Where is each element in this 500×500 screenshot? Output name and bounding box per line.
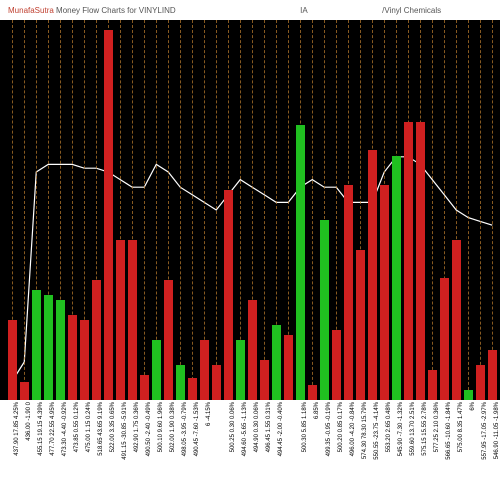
title-code: IA [300, 6, 308, 15]
x-label: 499.35 -0.95 -0.19% [326, 402, 332, 456]
x-label: 500.25 0.30 0.06% [230, 402, 236, 452]
bar [32, 290, 41, 400]
bar [68, 315, 77, 400]
x-axis-labels: 437.90 17.85 4.25% 436.00 -1.90 0 455.15 1… [0, 400, 500, 500]
x-label: 500.20 0.85 0.17% [338, 402, 344, 452]
bar [308, 385, 317, 400]
bar [224, 190, 233, 400]
x-label: 574.30 78.30 15.79% [362, 402, 368, 459]
bar [8, 320, 17, 400]
bar [452, 240, 461, 400]
grid-line [264, 20, 265, 400]
bar [212, 365, 221, 400]
bar [476, 365, 485, 400]
bar [92, 280, 101, 400]
x-label: 494.90 0.30 0.06% [254, 402, 260, 452]
chart-container: MunafaSutra Money Flow Charts for VINYLI… [0, 0, 500, 500]
grid-line [492, 20, 493, 400]
grid-line [468, 20, 469, 400]
x-label: 455.15 19.15 4.39% [38, 402, 44, 456]
x-label: 6% [470, 402, 476, 411]
x-label: 437.90 17.85 4.25% [14, 402, 20, 456]
x-label: 494.60 -5.65 -1.13% [242, 402, 248, 456]
bar [296, 125, 305, 400]
x-label: 546.90 -11.05 -1.98% [494, 402, 500, 459]
bar [188, 378, 197, 400]
x-label: 575.15 15.55 2.78% [422, 402, 428, 456]
x-label: 496.00 -4.20 -0.84% [350, 402, 356, 456]
bar [260, 360, 269, 400]
bar [140, 375, 149, 400]
x-label: 575.00 8.35 1.47% [458, 402, 464, 452]
bar [44, 295, 53, 400]
bar [344, 185, 353, 400]
x-label: 436.00 -1.90 0 [26, 402, 32, 441]
bar [416, 122, 425, 400]
bar [116, 240, 125, 400]
bar [200, 340, 209, 400]
bar [20, 382, 29, 400]
bar [488, 350, 497, 400]
x-label: 577.25 2.10 0.36% [434, 402, 440, 452]
bar [392, 156, 401, 400]
bar [104, 30, 113, 400]
bar [164, 280, 173, 400]
bar [176, 365, 185, 400]
x-label: 550.55 -23.75 -4.14% [374, 402, 380, 460]
x-label: 566.65 -10.60 -1.84% [446, 402, 452, 460]
grid-line [24, 20, 25, 400]
x-label: 500.30 5.85 1.18% [302, 402, 308, 452]
bar [428, 370, 437, 400]
bar [464, 390, 473, 400]
bar [80, 320, 89, 400]
bar [128, 240, 137, 400]
grid-line [144, 20, 145, 400]
x-label: 490.45 -7.60 -1.53% [194, 402, 200, 456]
x-label: 6.85% [314, 402, 320, 419]
x-label: 559.60 13.70 2.51% [410, 402, 416, 456]
x-label: 500.10 9.60 1.96% [158, 402, 164, 452]
chart-area [0, 20, 500, 400]
bar [248, 300, 257, 400]
bar [272, 325, 281, 400]
grid-line [180, 20, 181, 400]
title-prefix: MunafaSutra [8, 6, 54, 15]
grid-line [312, 20, 313, 400]
x-label: 490.50 -2.40 -0.49% [146, 402, 152, 456]
bar [332, 330, 341, 400]
grid-line [432, 20, 433, 400]
x-label: 502.00 1.90 0.38% [170, 402, 176, 452]
grid-line [192, 20, 193, 400]
bar [152, 340, 161, 400]
x-label: 522.00 3.35 0.65% [110, 402, 116, 452]
x-label: 557.95 -17.05 -2.97% [482, 402, 488, 460]
bar [56, 300, 65, 400]
bar [380, 185, 389, 400]
x-label: 498.05 -3.95 -0.79% [182, 402, 188, 456]
x-label: 545.90 -7.30 -1.32% [398, 402, 404, 456]
x-label: 473.30 -4.40 -0.92% [62, 402, 68, 456]
bar [356, 250, 365, 400]
x-label: 494.45 -2.00 -0.40% [278, 402, 284, 456]
bar [236, 340, 245, 400]
bar [320, 220, 329, 400]
chart-title: MunafaSutra Money Flow Charts for VINYLI… [8, 6, 441, 15]
x-label: 477.70 22.55 4.95% [50, 402, 56, 456]
bar [440, 278, 449, 400]
title-middle: Money Flow Charts for VINYLIND [56, 6, 176, 15]
x-label: 491.15 -30.85 -5.91% [122, 402, 128, 460]
grid-line [216, 20, 217, 400]
x-label: 553.20 2.65 0.48% [386, 402, 392, 452]
x-label: 492.90 1.75 0.36% [134, 402, 140, 452]
x-label: 473.85 0.55 0.12% [74, 402, 80, 452]
x-label: 6 -4.15% [206, 402, 212, 426]
grid-line [480, 20, 481, 400]
title-suffix: /Vinyl Chemicals [382, 6, 441, 15]
x-label: 496.45 1.55 0.31% [266, 402, 272, 452]
x-label: 475.00 1.15 0.24% [86, 402, 92, 452]
bar [368, 150, 377, 400]
x-label: 518.65 43.65 9.19% [98, 402, 104, 456]
bar [284, 335, 293, 400]
bar [404, 122, 413, 400]
